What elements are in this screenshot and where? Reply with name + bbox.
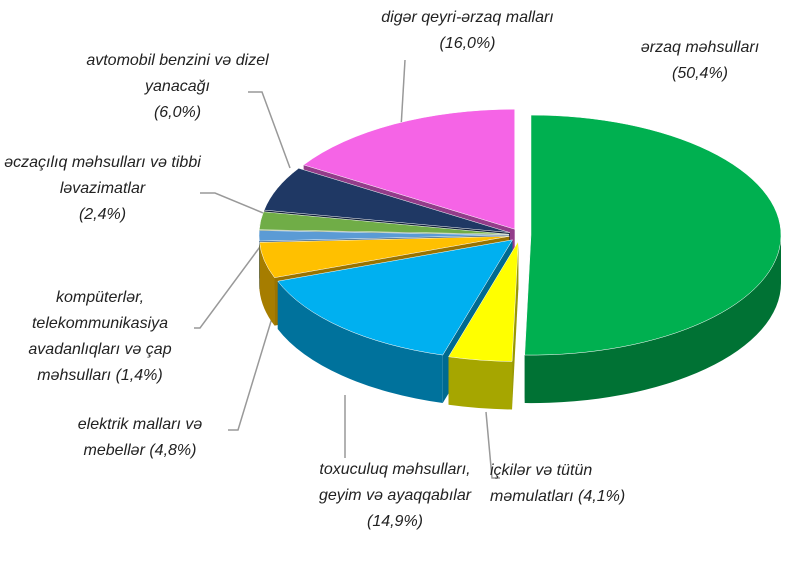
value-label: (2,4%) bbox=[78, 206, 127, 223]
slice-label: ərzaq məhsulları (50,4%) bbox=[610, 35, 790, 87]
category-label: içkilər və tütün məmulatları bbox=[490, 462, 593, 505]
slice-label: kompüterlər, telekommunikasiya avadanlıq… bbox=[0, 285, 200, 389]
slice bbox=[277, 239, 513, 356]
value-label: (6,0%) bbox=[153, 104, 202, 121]
value-label: (16,0%) bbox=[439, 35, 496, 52]
category-label: əczaçılıq məhsulları və tibbi ləvazimatl… bbox=[4, 154, 201, 197]
value-label: (1,4%) bbox=[115, 367, 163, 384]
leader-line bbox=[200, 192, 269, 216]
value-label: (4,1%) bbox=[578, 488, 626, 505]
value-label: (14,9%) bbox=[366, 513, 424, 530]
slice-label: elektrik malları və mebellər (4,8%) bbox=[50, 412, 230, 464]
slice-label: avtomobil benzini və dizel yanacağı (6,0%… bbox=[75, 48, 280, 126]
slice-wall bbox=[259, 242, 275, 326]
slice bbox=[524, 114, 782, 356]
slice-label: içkilər və tütün məmulatları (4,1%) bbox=[490, 458, 675, 510]
category-label: kompüterlər, telekommunikasiya avadanlıq… bbox=[28, 289, 172, 384]
category-label: ərzaq məhsulları bbox=[640, 39, 760, 56]
value-label: (50,4%) bbox=[671, 65, 729, 82]
slice bbox=[263, 167, 510, 233]
slice-label: toxuculuq məhsulları, geyim və ayaqqabıl… bbox=[305, 457, 485, 535]
value-label: (4,8%) bbox=[149, 442, 197, 459]
slice bbox=[258, 211, 510, 235]
category-label: elektrik malları və mebellər bbox=[77, 416, 203, 459]
leader-line bbox=[248, 91, 291, 169]
slice bbox=[448, 241, 519, 362]
slice-wall bbox=[448, 356, 513, 410]
slice bbox=[259, 236, 510, 278]
slice-wall bbox=[277, 281, 443, 404]
slice-label: digər qeyri-ərzaq malları (16,0%) bbox=[375, 5, 560, 57]
leader-line bbox=[228, 317, 273, 431]
pie bbox=[258, 108, 782, 410]
leader-lines bbox=[194, 59, 500, 479]
category-label: toxuculuq məhsulları, geyim və ayaqqabıl… bbox=[318, 461, 472, 504]
leader-line bbox=[485, 411, 500, 479]
slice bbox=[303, 108, 515, 230]
category-label: digər qeyri-ərzaq malları bbox=[381, 9, 554, 26]
slice-wall bbox=[524, 235, 781, 404]
slice-label: əczaçılıq məhsulları və tibbi ləvazimatl… bbox=[0, 150, 205, 228]
category-label: avtomobil benzini və dizel yanacağı bbox=[86, 52, 269, 95]
leader-line bbox=[194, 235, 269, 329]
slice bbox=[258, 230, 510, 242]
